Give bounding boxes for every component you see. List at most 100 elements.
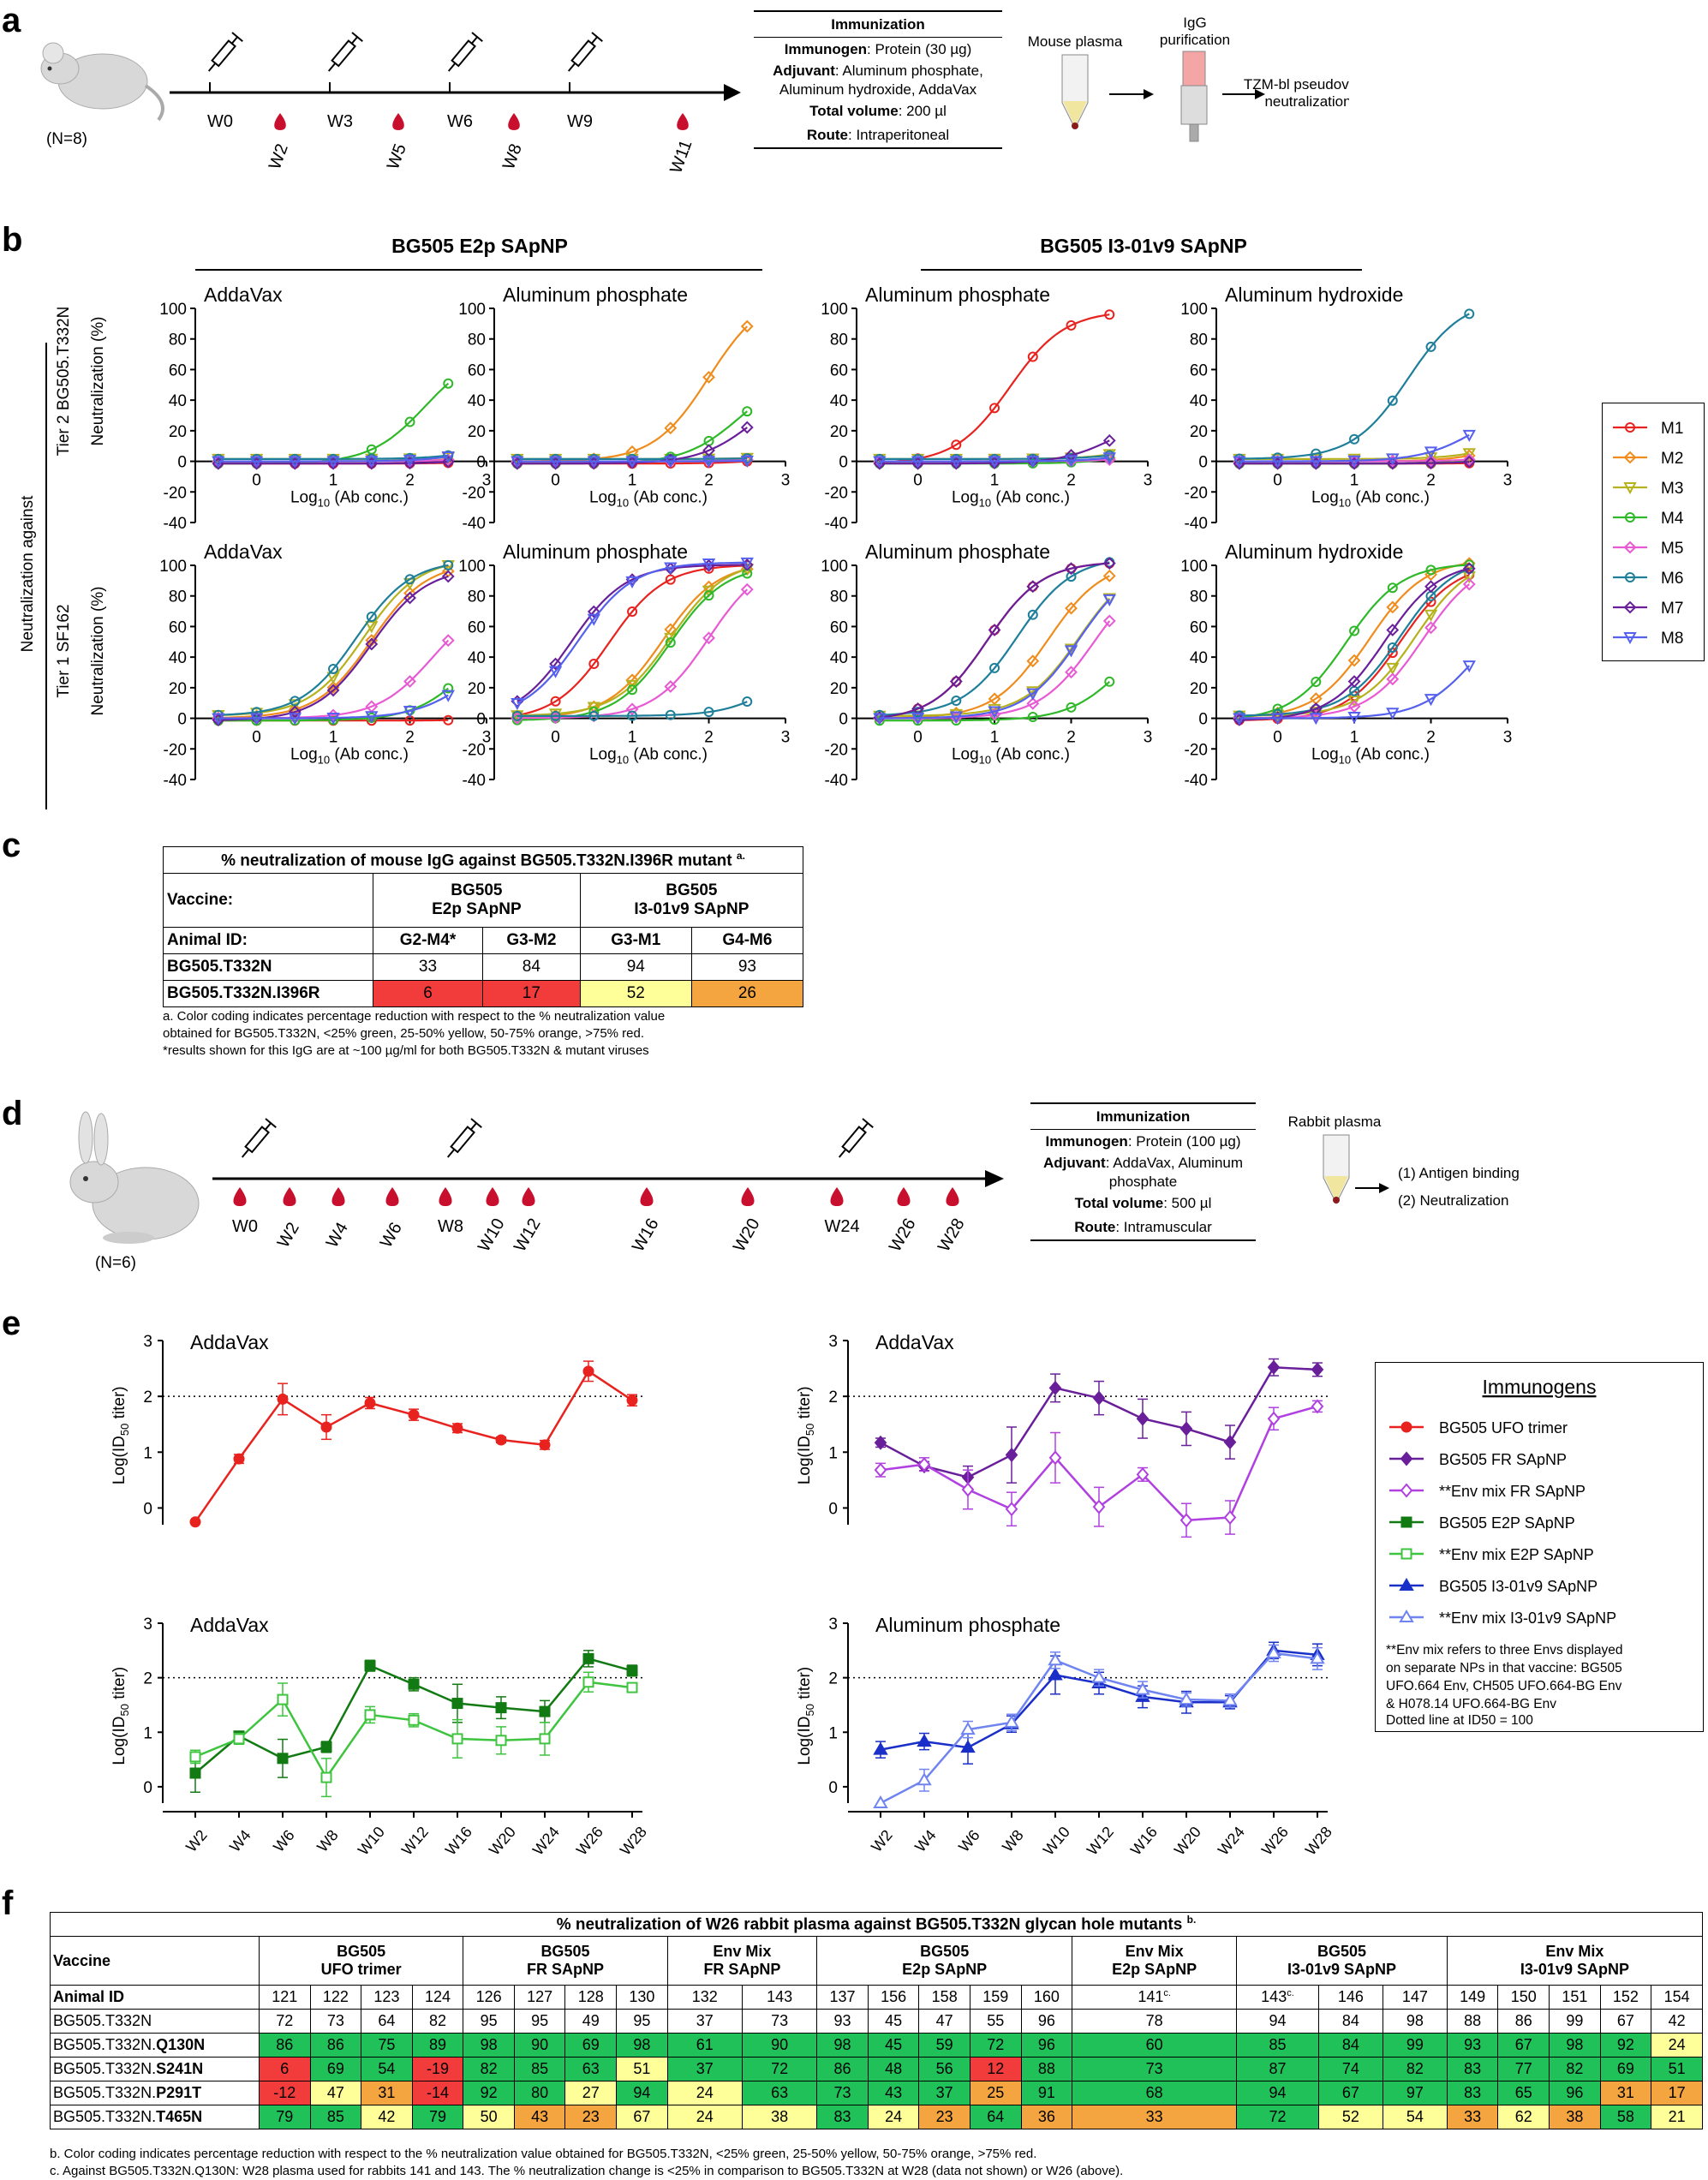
table-cell: 65 xyxy=(1497,2081,1550,2105)
tick-label: 1 xyxy=(990,472,1000,490)
week-label: W4 xyxy=(323,1220,352,1251)
legend-mice-box: M1 M2 M3 M4 M5 M6 M7 M8 xyxy=(1602,403,1705,661)
data-point xyxy=(1270,713,1285,726)
data-point xyxy=(1102,594,1116,606)
data-point xyxy=(1026,580,1040,594)
table-cell: 83 xyxy=(1446,2057,1499,2081)
tick-label: W24 xyxy=(529,1824,563,1859)
data-point xyxy=(403,675,416,688)
curve-M4 xyxy=(1239,564,1470,719)
data-point xyxy=(960,1722,976,1735)
data-point xyxy=(539,1733,551,1745)
mouse-count: (N=8) xyxy=(46,130,87,148)
data-point xyxy=(1386,708,1400,720)
tick-label: 60 xyxy=(1190,361,1208,379)
table-cell: 99 xyxy=(1549,2009,1601,2034)
table-f-vaccine-group: Env Mix I3-01v9 SApNP xyxy=(1446,1936,1704,1986)
table-cell: 73 xyxy=(1072,2057,1238,2081)
data-point xyxy=(742,406,753,417)
data-point xyxy=(495,1735,507,1747)
tick-label: W6 xyxy=(955,1826,983,1855)
tick-label: 1 xyxy=(990,729,1000,747)
tick-label: -20 xyxy=(463,484,486,502)
table-c-notes: a. Color coding indicates percentage red… xyxy=(163,1009,666,1058)
tick-label: -40 xyxy=(463,772,486,790)
data-point xyxy=(627,710,638,721)
table-cell: 79 xyxy=(259,2105,311,2129)
data-point xyxy=(403,591,416,605)
data-point xyxy=(326,681,340,694)
tick-label: -20 xyxy=(825,741,848,759)
data-point xyxy=(1092,1499,1106,1514)
tick-label: 100 xyxy=(159,558,187,576)
data-point xyxy=(1425,341,1436,352)
table-cell: 84 xyxy=(1317,2033,1383,2058)
data-point xyxy=(1424,621,1437,635)
blood-drop-icon xyxy=(741,1187,755,1206)
table-row: BG505.T332N.I396R 6 17 52 26 xyxy=(163,980,804,1007)
data-point xyxy=(1311,1399,1324,1414)
table-cell: 69 xyxy=(309,2057,362,2081)
curve-M8 xyxy=(1239,433,1470,463)
table-cell: 24 xyxy=(666,2105,743,2129)
data-point xyxy=(703,590,714,601)
data-point xyxy=(1347,675,1361,688)
data-point xyxy=(1349,433,1360,445)
data-point xyxy=(582,1676,594,1688)
tick-label: -20 xyxy=(825,484,848,502)
week-label: W2 xyxy=(274,1220,303,1251)
data-point xyxy=(1270,456,1285,469)
data-point xyxy=(511,698,524,711)
curve-M1 xyxy=(879,314,1110,463)
table-c-vaccine-e2p: BG505 E2p SApNP xyxy=(373,873,581,928)
table-f-animal-id: 159 xyxy=(969,1985,1022,2010)
outer-label: Neutralization against xyxy=(19,495,37,652)
table-cell: 96 xyxy=(1020,2033,1073,2058)
data-point xyxy=(1026,654,1040,668)
data-point xyxy=(665,574,676,585)
table-cell: 51 xyxy=(616,2057,668,2081)
tick-label: 80 xyxy=(1190,331,1208,349)
curve-M6 xyxy=(517,701,748,717)
data-point xyxy=(1004,1714,1019,1728)
curve-M6 xyxy=(1239,567,1470,717)
table-cell: 72 xyxy=(969,2033,1022,2058)
panel-letter-f: f xyxy=(2,1884,14,1922)
data-point xyxy=(742,696,753,708)
plot-title: AddaVax xyxy=(204,541,283,563)
curve-M6 xyxy=(1239,313,1470,460)
data-point xyxy=(1048,1380,1062,1395)
tick-label: -20 xyxy=(164,484,187,502)
neut-plot-r1c3: Aluminum hydroxide -40 -20 0 20 40 60 80 100 0 1 2 3… xyxy=(1180,541,1512,790)
data-point xyxy=(288,713,302,726)
table-cell: 73 xyxy=(816,2081,869,2105)
data-point xyxy=(408,1678,420,1690)
table-cell: 86 xyxy=(309,2033,362,2058)
table-f-animal-id: 158 xyxy=(918,1985,970,2010)
syringe-icon xyxy=(241,1118,277,1158)
data-point xyxy=(1311,1362,1324,1377)
panel-b-neutralization-curves: BG505 E2p SApNP BG505 I3-01v9 SApNP Neut… xyxy=(19,235,1512,809)
table-f-animal-id: 156 xyxy=(867,1985,920,2010)
table-f-animal-id: 123 xyxy=(361,1985,413,2010)
data-point xyxy=(1424,580,1437,594)
output-neutralization: (2) Neutralization xyxy=(1398,1192,1508,1209)
plot-title: Aluminum hydroxide xyxy=(1225,541,1403,563)
data-point xyxy=(587,613,601,626)
table-cell: 64 xyxy=(969,2105,1022,2129)
data-point xyxy=(326,456,340,469)
table-cell: 74 xyxy=(1317,2057,1383,2081)
tick-label: W20 xyxy=(1171,1824,1204,1859)
table-cell: 82 xyxy=(411,2009,464,2034)
mouse-icon xyxy=(40,42,164,122)
titer-plot-4: 0 1 2 3 Log(ID50 titer) Aluminum phosphate W2 W… xyxy=(796,1614,1335,1859)
data-point xyxy=(665,709,676,720)
data-point xyxy=(1233,713,1246,726)
timeline-arrow-a xyxy=(724,84,741,101)
data-point xyxy=(1102,614,1116,628)
data-point xyxy=(189,1751,201,1763)
table-cell: 50 xyxy=(463,2105,515,2129)
data-point xyxy=(625,456,639,469)
legend-label: M5 xyxy=(1661,540,1683,558)
week-label: W10 xyxy=(475,1215,509,1256)
